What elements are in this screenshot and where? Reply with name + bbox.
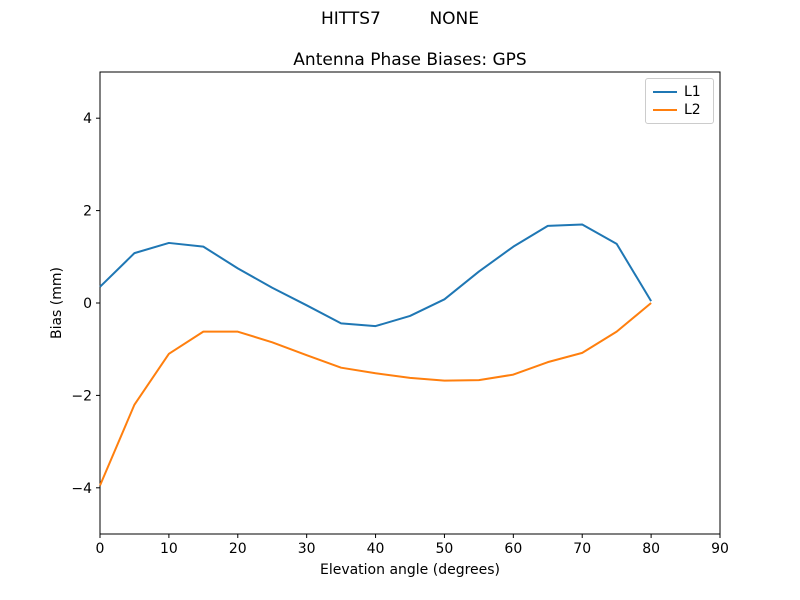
x-tick-label: 60 bbox=[504, 541, 522, 557]
x-tick-label: 30 bbox=[298, 541, 316, 557]
x-tick-label: 10 bbox=[160, 541, 178, 557]
plot-frame bbox=[99, 71, 721, 535]
figure-suptitle: HITTS7 NONE bbox=[320, 9, 480, 29]
x-tick-label: 50 bbox=[436, 541, 454, 557]
series-line-l2 bbox=[99, 302, 652, 486]
l2-line-swatch bbox=[653, 109, 677, 111]
legend-item-l2: L2 bbox=[653, 103, 706, 117]
x-tick-label: 40 bbox=[367, 541, 385, 557]
y-tick-label: −4 bbox=[71, 481, 92, 497]
axes-title: Antenna Phase Biases: GPS bbox=[293, 50, 527, 70]
x-tick-label: 20 bbox=[229, 541, 247, 557]
y-tick-label: 4 bbox=[83, 111, 92, 127]
legend-label-l2: L2 bbox=[684, 102, 701, 118]
l1-line-swatch bbox=[653, 91, 677, 93]
x-tick-label: 90 bbox=[711, 541, 729, 557]
series-line-l1 bbox=[99, 223, 652, 328]
legend-label-l1: L1 bbox=[684, 84, 701, 100]
y-axis-label: Bias (mm) bbox=[49, 266, 65, 340]
x-tick-label: 0 bbox=[96, 541, 105, 557]
y-tick-label: 2 bbox=[83, 204, 92, 220]
x-axis-label: Elevation angle (degrees) bbox=[319, 562, 501, 578]
y-tick-label: 0 bbox=[83, 296, 92, 312]
x-tick-label: 70 bbox=[573, 541, 591, 557]
legend-item-l1: L1 bbox=[653, 85, 706, 99]
legend: L1 L2 bbox=[645, 78, 714, 124]
x-tick-label: 80 bbox=[642, 541, 660, 557]
y-tick-label: −2 bbox=[71, 388, 92, 404]
